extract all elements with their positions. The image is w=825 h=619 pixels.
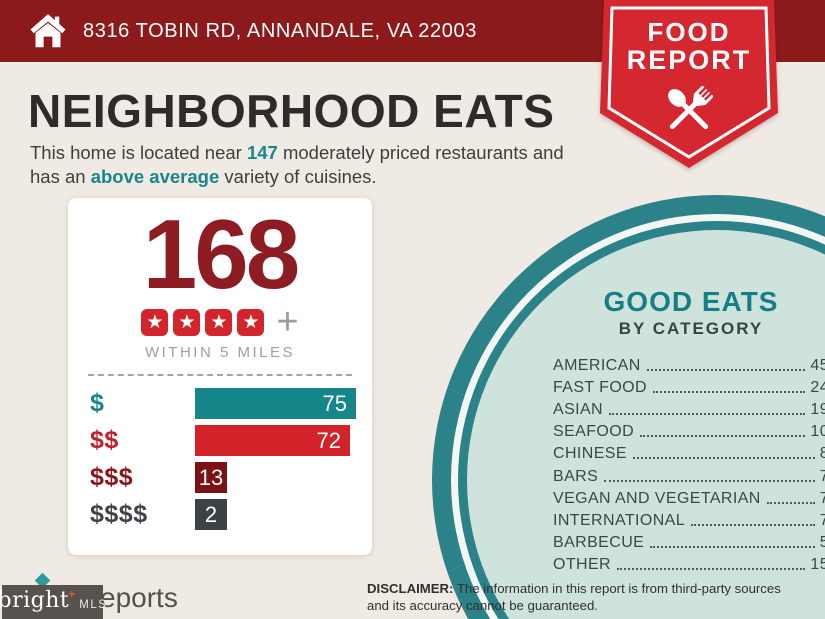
category-row: AMERICAN 45 <box>553 353 825 375</box>
disclaimer-text: The information in this report is from t… <box>367 581 781 613</box>
category-value: 10 <box>810 423 825 441</box>
price-bar-value: 2 <box>204 501 218 527</box>
good-eats-panel: GOOD EATS BY CATEGORY AMERICAN 45 FAST FO… <box>553 286 825 574</box>
summary-card: 168 ★ ★ ★ ★ + WITHIN 5 MILES $ 75 $$ 72 $$$ … <box>68 198 372 555</box>
price-tier-label: $$$ <box>90 463 134 492</box>
price-bar: 13 <box>195 462 227 494</box>
category-value: 5 <box>819 533 825 551</box>
category-value: 15 <box>810 555 825 573</box>
dotted-leader <box>691 523 815 526</box>
star-icon: ★ <box>173 308 201 336</box>
crossed-spoon-fork-icon <box>668 86 713 130</box>
badge-title-line2: REPORT <box>627 45 752 75</box>
food-report-badge: FOOD REPORT <box>600 0 778 168</box>
category-value: 19 <box>810 401 825 419</box>
category-value: 45 <box>810 357 825 375</box>
price-tier-row: $$$ 13 <box>90 462 356 494</box>
category-label: BARS <box>553 467 599 485</box>
category-row: FAST FOOD 24 <box>553 375 825 397</box>
total-restaurant-count: 168 <box>142 199 301 309</box>
badge-shape <box>600 0 778 168</box>
intro-line1-post: moderately priced restaurants and <box>277 142 564 163</box>
category-label: BARBECUE <box>553 533 645 551</box>
good-eats-subtitle: BY CATEGORY <box>618 319 764 338</box>
category-value: 24 <box>810 379 825 397</box>
price-bar-value: 75 <box>322 390 347 416</box>
dotted-leader <box>652 391 806 394</box>
disclaimer: DISCLAIMER: The information in this repo… <box>367 581 797 615</box>
category-row: BARBECUE 5 <box>553 530 825 552</box>
star-rating: ★ ★ ★ ★ + <box>68 300 372 343</box>
logo-bright-text: bright <box>0 588 70 613</box>
category-row: BARS 7 <box>553 463 825 485</box>
dotted-leader <box>650 545 815 548</box>
dotted-leader <box>766 501 815 504</box>
price-tier-row: $$ 72 <box>90 425 356 457</box>
star-icon: ★ <box>205 308 233 336</box>
category-value: 7 <box>819 489 825 507</box>
category-value: 8 <box>819 445 825 463</box>
brightmls-logo: bright + MLS <box>0 585 106 619</box>
price-bar-value: 72 <box>316 427 341 453</box>
category-label: CHINESE <box>553 445 627 463</box>
price-bar: 2 <box>195 499 227 531</box>
price-tier-label: $$$$ <box>90 500 148 529</box>
intro-count: 147 <box>246 142 278 163</box>
plus-icon: + <box>276 300 299 343</box>
star-icon: ★ <box>141 308 169 336</box>
intro-line2-post: variety of cuisines. <box>219 166 377 188</box>
category-row: INTERNATIONAL 7 <box>553 508 825 530</box>
logo-mls-text: MLS <box>79 598 108 611</box>
category-value: 7 <box>819 467 825 485</box>
dotted-leader <box>640 435 806 438</box>
category-label: AMERICAN <box>553 357 641 375</box>
category-label: INTERNATIONAL <box>553 511 686 529</box>
price-bar: 75 <box>195 388 356 420</box>
price-bar: 72 <box>195 425 350 457</box>
price-bar-value: 13 <box>198 464 224 490</box>
dotted-leader <box>617 567 806 570</box>
intro-text: This home is located near 147 moderately… <box>30 141 610 190</box>
category-label: FAST FOOD <box>553 379 647 397</box>
dotted-leader <box>646 369 806 372</box>
price-bar-chart: $ 75 $$ 72 $$$ 13 $$$$ 2 <box>68 388 372 531</box>
category-row: OTHER 15 <box>553 552 825 574</box>
dotted-leader <box>632 457 815 460</box>
star-icon: ★ <box>237 308 265 336</box>
dotted-leader <box>604 479 815 482</box>
dotted-leader <box>609 413 806 416</box>
category-row: CHINESE 8 <box>553 441 825 463</box>
category-row: SEAFOOD 10 <box>553 419 825 441</box>
radius-label: WITHIN 5 MILES <box>144 344 295 362</box>
category-row: VEGAN AND VEGETARIAN 7 <box>553 486 825 508</box>
category-list: AMERICAN 45 FAST FOOD 24 ASIAN 19 SEAFOOD 10… <box>553 353 825 574</box>
category-label: VEGAN AND VEGETARIAN <box>553 489 761 507</box>
page-title: NEIGHBORHOOD EATS <box>28 85 555 137</box>
price-tier-label: $$ <box>90 426 119 455</box>
badge-title-line1: FOOD <box>647 17 730 47</box>
header-address: 8316 TOBIN RD, ANNANDALE, VA 22003 <box>83 19 477 42</box>
intro-line2-pre: has an <box>30 166 91 188</box>
category-label: OTHER <box>553 555 611 573</box>
category-label: SEAFOOD <box>553 423 635 441</box>
price-tier-label: $ <box>90 389 105 418</box>
category-label: ASIAN <box>553 401 604 419</box>
category-row: ASIAN 19 <box>553 397 825 419</box>
category-value: 7 <box>819 511 825 529</box>
home-icon <box>30 14 66 48</box>
reports-wordmark: eports <box>100 582 178 613</box>
logo-plus-icon: + <box>68 586 76 601</box>
intro-highlight: above average <box>90 166 220 188</box>
disclaimer-label: DISCLAIMER: <box>367 581 454 596</box>
price-tier-row: $$$$ 2 <box>90 499 356 531</box>
price-tier-row: $ 75 <box>90 388 356 420</box>
good-eats-title: GOOD EATS <box>603 286 779 317</box>
intro-line1-pre: This home is located near <box>30 142 247 163</box>
dashed-divider <box>88 374 352 377</box>
badge-inner-border <box>607 6 771 159</box>
